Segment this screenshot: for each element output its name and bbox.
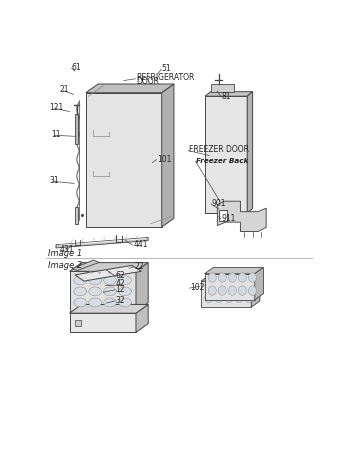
Polygon shape — [205, 92, 253, 96]
Ellipse shape — [89, 276, 102, 285]
Polygon shape — [201, 281, 251, 307]
Polygon shape — [201, 275, 260, 281]
Text: FREEZER DOOR: FREEZER DOOR — [189, 145, 249, 154]
Ellipse shape — [228, 286, 236, 295]
Ellipse shape — [245, 280, 253, 289]
Text: 911: 911 — [222, 214, 236, 223]
Ellipse shape — [89, 287, 102, 296]
Polygon shape — [217, 201, 266, 231]
Polygon shape — [72, 260, 99, 270]
Ellipse shape — [218, 273, 226, 282]
Text: 42: 42 — [116, 280, 125, 289]
Text: 32: 32 — [116, 296, 125, 305]
Ellipse shape — [74, 287, 86, 296]
Text: 431: 431 — [60, 245, 75, 254]
Polygon shape — [75, 265, 141, 281]
Text: 121: 121 — [49, 103, 63, 112]
Ellipse shape — [208, 286, 216, 295]
Polygon shape — [251, 275, 260, 307]
Ellipse shape — [74, 298, 86, 307]
Text: 51: 51 — [162, 64, 172, 73]
Ellipse shape — [215, 293, 223, 303]
Ellipse shape — [248, 273, 257, 282]
Text: REFRIGERATOR: REFRIGERATOR — [136, 72, 194, 82]
Text: Image 1: Image 1 — [48, 249, 82, 258]
Polygon shape — [204, 274, 255, 300]
Ellipse shape — [89, 298, 102, 307]
Polygon shape — [86, 93, 162, 227]
Polygon shape — [70, 304, 148, 313]
Polygon shape — [162, 84, 174, 227]
Ellipse shape — [205, 293, 213, 303]
Ellipse shape — [74, 276, 86, 285]
Ellipse shape — [218, 286, 226, 295]
Ellipse shape — [205, 280, 213, 289]
Polygon shape — [136, 263, 148, 311]
Ellipse shape — [119, 298, 131, 307]
Ellipse shape — [119, 276, 131, 285]
Bar — [211, 84, 234, 92]
Ellipse shape — [235, 280, 243, 289]
Text: 31: 31 — [49, 176, 59, 185]
Polygon shape — [205, 96, 247, 213]
Polygon shape — [247, 92, 253, 213]
Ellipse shape — [225, 280, 233, 289]
Text: 81: 81 — [222, 92, 231, 101]
Text: 22: 22 — [135, 261, 144, 270]
Text: 12: 12 — [116, 284, 125, 294]
Polygon shape — [56, 237, 148, 248]
Text: Freezer Back: Freezer Back — [196, 158, 248, 164]
Bar — [75, 114, 78, 144]
Polygon shape — [70, 263, 148, 271]
Text: Image 2: Image 2 — [48, 261, 82, 270]
Ellipse shape — [228, 273, 236, 282]
Ellipse shape — [245, 293, 253, 303]
Polygon shape — [70, 271, 136, 311]
Ellipse shape — [104, 298, 117, 307]
Text: 62: 62 — [116, 270, 125, 280]
Ellipse shape — [238, 273, 246, 282]
Polygon shape — [70, 313, 136, 333]
Polygon shape — [136, 304, 148, 333]
Text: DOOR: DOOR — [136, 77, 159, 86]
Polygon shape — [255, 267, 264, 300]
Text: 441: 441 — [133, 240, 148, 249]
Ellipse shape — [104, 287, 117, 296]
Text: 11: 11 — [51, 130, 61, 139]
Bar — [75, 207, 78, 223]
Text: 101: 101 — [157, 154, 172, 164]
Ellipse shape — [225, 293, 233, 303]
Text: 901: 901 — [211, 199, 226, 208]
Ellipse shape — [238, 286, 246, 295]
Ellipse shape — [235, 293, 243, 303]
Ellipse shape — [248, 286, 257, 295]
Ellipse shape — [215, 280, 223, 289]
Ellipse shape — [104, 276, 117, 285]
Text: 61: 61 — [72, 63, 81, 72]
Bar — [219, 210, 228, 221]
Text: 102: 102 — [190, 283, 205, 292]
Ellipse shape — [208, 273, 216, 282]
Polygon shape — [204, 267, 264, 274]
Ellipse shape — [119, 287, 131, 296]
Polygon shape — [86, 84, 174, 93]
Bar — [75, 320, 81, 326]
Text: 21: 21 — [60, 86, 69, 94]
